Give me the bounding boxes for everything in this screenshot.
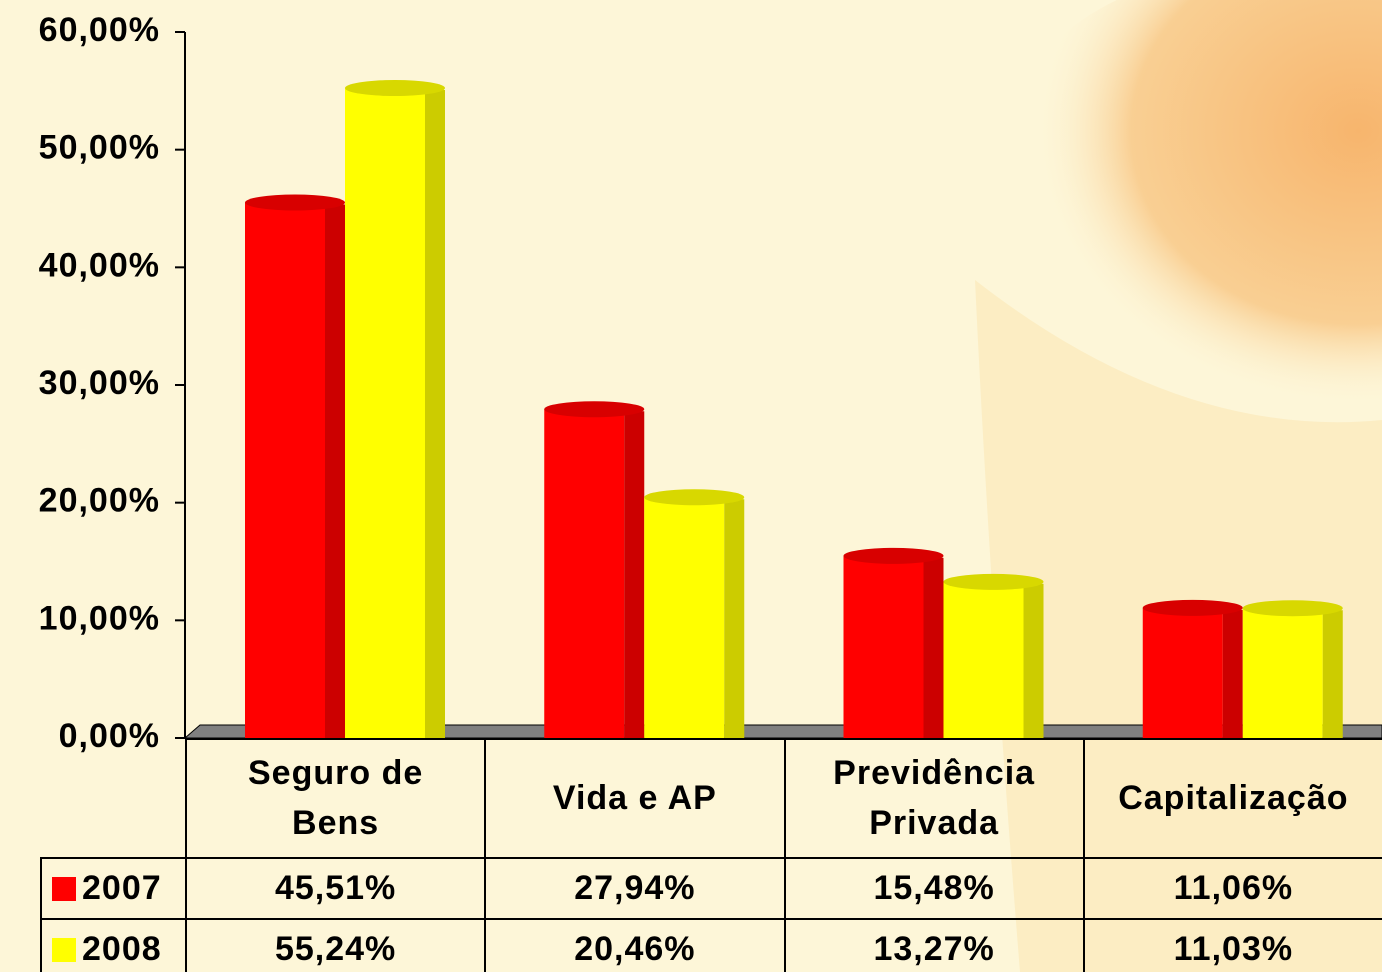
y-tick-label: 20,00% bbox=[39, 482, 160, 520]
y-tick-label: 60,00% bbox=[39, 11, 160, 49]
bar-top bbox=[644, 489, 744, 505]
legend-swatch bbox=[52, 938, 76, 962]
y-tick-label: 30,00% bbox=[39, 364, 160, 402]
bar-top bbox=[245, 194, 345, 210]
value-cell: 11,06% bbox=[1083, 857, 1382, 920]
bar-side bbox=[1323, 610, 1343, 738]
legend-entry: 2007 bbox=[40, 857, 187, 920]
value-cell: 27,94% bbox=[484, 857, 785, 920]
y-tick-label: 50,00% bbox=[39, 129, 160, 167]
bar bbox=[544, 401, 644, 738]
bar-body bbox=[1243, 608, 1323, 738]
bar-body bbox=[844, 556, 924, 738]
bar bbox=[844, 548, 944, 738]
bar-side bbox=[425, 90, 445, 738]
category-cell: Seguro de Bens bbox=[185, 738, 486, 859]
value-cell: 45,51% bbox=[185, 857, 486, 920]
legend-swatch bbox=[52, 877, 76, 901]
bar-side bbox=[1024, 584, 1044, 738]
bar bbox=[1143, 600, 1243, 738]
category-cell: Capitalização bbox=[1083, 738, 1382, 859]
value-cell: 13,27% bbox=[784, 918, 1085, 972]
y-tick-label: 40,00% bbox=[39, 246, 160, 284]
bar bbox=[644, 489, 744, 738]
bar-top bbox=[1143, 600, 1243, 616]
y-tick-label: 0,00% bbox=[59, 717, 160, 755]
bar-body bbox=[345, 88, 425, 738]
bar bbox=[245, 194, 345, 738]
bar-side bbox=[325, 204, 345, 738]
page: 0,00% 10,00% 20,00% 30,00% 40,00% 50,00% 60,00… bbox=[0, 0, 1382, 972]
bar-top bbox=[345, 80, 445, 96]
bar-body bbox=[1143, 608, 1223, 738]
value-cell: 11,03% bbox=[1083, 918, 1382, 972]
category-cell: Previdência Privada bbox=[784, 738, 1085, 859]
bar-side bbox=[1223, 610, 1243, 738]
bar-top bbox=[944, 574, 1044, 590]
bar-side bbox=[624, 411, 644, 738]
bar-top bbox=[544, 401, 644, 417]
bar-side bbox=[724, 499, 744, 738]
legend-label: 2007 bbox=[82, 864, 162, 913]
legend-label: 2008 bbox=[82, 925, 162, 972]
bar-side bbox=[924, 558, 944, 738]
value-cell: 55,24% bbox=[185, 918, 486, 972]
bar-top bbox=[844, 548, 944, 564]
bar bbox=[345, 80, 445, 738]
bar-body bbox=[944, 582, 1024, 738]
value-cell: 15,48% bbox=[784, 857, 1085, 920]
category-cell: Vida e AP bbox=[484, 738, 785, 859]
value-cell: 20,46% bbox=[484, 918, 785, 972]
bar bbox=[944, 574, 1044, 738]
legend-entry: 2008 bbox=[40, 918, 187, 972]
bar-body bbox=[544, 409, 624, 738]
bar bbox=[1243, 600, 1343, 738]
bar-body bbox=[245, 202, 325, 738]
bar-body bbox=[644, 497, 724, 738]
y-tick-label: 10,00% bbox=[39, 599, 160, 637]
bar-top bbox=[1243, 600, 1343, 616]
